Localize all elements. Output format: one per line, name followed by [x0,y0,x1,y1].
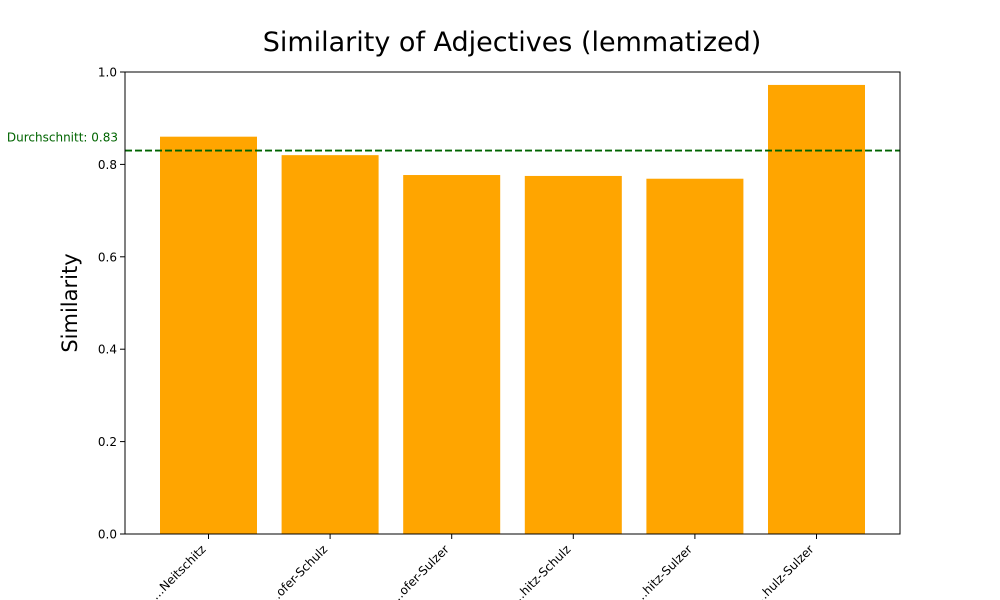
y-axis: 0.0 0.2 0.4 0.6 0.8 1.0 [98,66,125,542]
y-tick-label-6: 1.0 [98,66,117,80]
x-tick-label-3: …ofer-Sulzer [388,542,452,600]
x-tick-label-1: …Neitschitz [148,542,208,600]
chart-title: Similarity of Adjectives (lemmatized) [263,27,762,58]
x-tick-label-5: …hitz-Sulzer [632,542,695,600]
bar-6 [768,84,865,534]
y-tick-label-2: 0.2 [98,435,117,449]
y-tick-label-5: 0.8 [98,158,117,172]
y-tick-label-1: 0.0 [98,528,117,542]
x-tick-label-2: …ofer-Schulz [265,542,330,600]
x-tick-label-6: …hulz-Sulzer [751,542,816,600]
average-label: Durchschnitt: 0.83 [7,131,118,145]
bar-5 [646,178,744,535]
x-tick-label-4: …hitz-Schulz [509,542,574,600]
bar-1 [160,136,257,534]
bar-2 [281,155,379,534]
y-tick-label-4: 0.6 [98,250,117,264]
plot-frame [124,71,901,535]
x-axis: …Neitschitz …ofer-Schulz …ofer-Sulzer …hitz… [148,534,817,600]
bar-3 [403,175,501,534]
average-line-group: Durchschnitt: 0.83 [7,131,900,152]
bars-group [160,84,865,535]
y-axis-label: Similarity [58,253,82,352]
bar-4 [524,175,622,534]
y-tick-label-3: 0.4 [98,343,117,357]
